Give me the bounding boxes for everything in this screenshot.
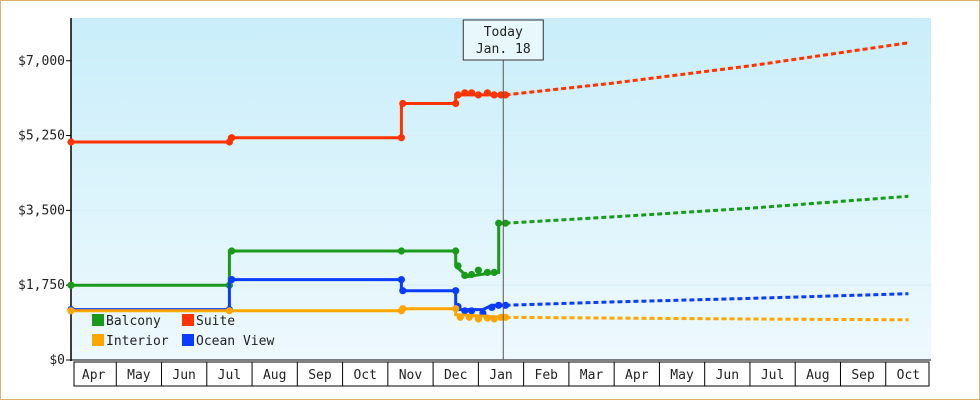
legend-item: Suite (182, 314, 235, 329)
interior-point (452, 305, 460, 313)
balcony-forecast-line (505, 194, 909, 225)
series-interior (67, 305, 909, 323)
y-axis: $0 $1,750 $3,500 $5,250 $7,000 (18, 18, 72, 368)
x-tick-label: Dec (444, 368, 467, 383)
suite-point (452, 99, 460, 108)
x-tick-label: Oct (353, 368, 376, 383)
interior-point (67, 307, 75, 315)
x-tick-label: Aug (263, 368, 286, 383)
interior-point (474, 315, 482, 323)
legend-label: Balcony (106, 314, 161, 329)
series-layer (67, 41, 909, 323)
suite-point (67, 138, 75, 146)
balcony-point (454, 262, 462, 270)
x-tick-label: Nov (399, 368, 423, 383)
x-axis-box (73, 361, 930, 387)
interior-point (399, 305, 407, 313)
y-tick-label: $1,750 (18, 278, 65, 293)
balcony-point (228, 247, 236, 255)
y-tick-label: $0 (49, 353, 65, 368)
x-tick-label: Sep (308, 368, 332, 383)
series-suite (67, 41, 909, 146)
today-label-box (462, 19, 544, 61)
ocean-view-point (399, 287, 407, 295)
balcony-point (397, 247, 405, 255)
ocean-view-forecast-line (505, 292, 909, 307)
balcony-history-line (71, 221, 506, 287)
interior-forecast-line (505, 315, 909, 322)
x-tick-label: Mar (580, 368, 604, 383)
x-tick-label: Feb (535, 368, 559, 383)
x-tick-label: Apr (82, 368, 106, 383)
balcony-point (483, 268, 491, 276)
legend-swatch (92, 314, 104, 326)
ocean-view-point (228, 276, 236, 284)
legend-swatch (92, 334, 104, 346)
x-tick-label: Jan (489, 368, 512, 383)
today-date: Jan. 18 (476, 42, 531, 57)
suite-point (474, 91, 482, 99)
balcony-point (452, 247, 460, 255)
ocean-view-point (461, 307, 469, 315)
legend-label: Interior (106, 334, 169, 349)
suite-point (483, 89, 491, 97)
x-tick-label: Sep (851, 368, 875, 383)
balcony-point (468, 270, 476, 279)
ocean-view-point (495, 301, 503, 309)
x-axis: Apr May Jun Jul Aug Sep Oct Nov Dec Jan Feb Mar Apr M… (71, 359, 931, 387)
y-tick-label: $5,250 (18, 129, 65, 144)
x-tick-label: May (670, 368, 694, 383)
ocean-view-history-line (71, 278, 506, 312)
series-balcony (67, 194, 909, 289)
legend-item: Balcony (92, 314, 161, 329)
legend-label: Suite (196, 314, 235, 329)
interior-point (490, 315, 498, 323)
x-tick-label: May (127, 368, 151, 383)
legend-swatch (182, 334, 194, 346)
today-label: Today (484, 25, 523, 40)
suite-point (490, 91, 498, 99)
interior-point (225, 307, 233, 315)
ocean-view-point (452, 287, 460, 295)
y-tick-label: $3,500 (18, 203, 65, 218)
balcony-point (495, 219, 503, 227)
interior-point (456, 313, 464, 321)
x-tick-label: Jul (761, 368, 784, 383)
balcony-point (67, 281, 75, 289)
balcony-point (461, 271, 469, 279)
interior-point (465, 313, 473, 321)
ocean-view-point (468, 307, 476, 315)
x-tick-label: Apr (625, 368, 649, 383)
suite-forecast-line (505, 41, 909, 97)
suite-point (454, 91, 462, 99)
legend-label: Ocean View (196, 334, 274, 349)
suite-point (397, 134, 405, 142)
x-tick-label: Jun (716, 368, 739, 383)
suite-point (399, 99, 407, 108)
x-tick-label: Jul (218, 368, 241, 383)
y-tick-label: $7,000 (18, 54, 65, 69)
x-tick-label: Jun (172, 368, 195, 383)
suite-point (461, 89, 469, 97)
today-marker: Today Jan. 18 (462, 19, 544, 360)
suite-point (228, 134, 236, 142)
ocean-view-point (397, 276, 405, 284)
legend: Balcony Suite Interior Ocean View (92, 314, 274, 349)
legend-item: Interior (92, 334, 169, 349)
legend-swatch (182, 314, 194, 326)
balcony-point (490, 268, 498, 276)
x-tick-label: Oct (897, 368, 920, 383)
x-tick-label: Aug (806, 368, 829, 383)
interior-point (483, 314, 491, 322)
balcony-point (474, 266, 482, 274)
ocean-view-point (488, 303, 496, 311)
legend-item: Ocean View (182, 334, 274, 349)
suite-point (468, 89, 476, 97)
interior-history-line (71, 307, 506, 319)
